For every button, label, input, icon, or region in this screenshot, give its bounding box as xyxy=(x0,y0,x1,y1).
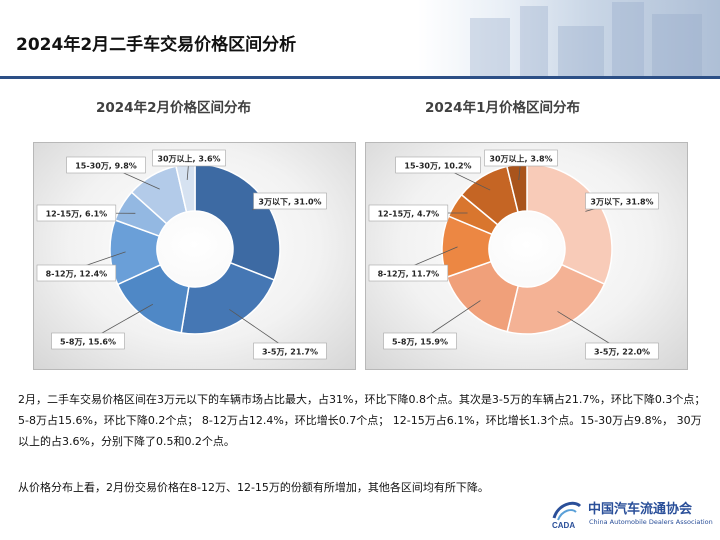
logo-name-cn: 中国汽车流通协会 xyxy=(588,502,693,517)
data-label-box-feb-5 xyxy=(66,156,146,174)
data-label-box-jan-5 xyxy=(395,156,481,174)
data-label-box-jan-2 xyxy=(383,332,457,350)
right-donut-chart: 3万以下, 31.8% 3-5万, 22.0% 5-8万, 15.9% 8-12万, … xyxy=(365,142,688,370)
donut-segment-jan-1 xyxy=(506,263,606,335)
data-label-feb-1: 3-5万, 21.7% xyxy=(262,348,318,357)
header-banner xyxy=(0,0,720,78)
header: 2024年2月二手车交易价格区间分析 xyxy=(0,0,720,79)
data-label-jan-6: 30万以上, 3.8% xyxy=(489,154,552,164)
data-label-box-jan-0 xyxy=(585,192,659,210)
data-label-jan-1: 3-5万, 22.0% xyxy=(594,348,650,357)
donut-segment-jan-0 xyxy=(526,163,613,286)
data-label-feb-5: 15-30万, 9.8% xyxy=(75,162,137,171)
cada-logo: CADA 中国汽车流通协会 China Automobile Dealers A… xyxy=(548,492,716,536)
data-label-box-jan-4 xyxy=(368,204,449,222)
data-label-box-jan-3 xyxy=(368,264,449,282)
data-label-jan-3: 8-12万, 11.7% xyxy=(378,270,440,279)
data-label-jan-4: 12-15万, 4.7% xyxy=(378,210,440,219)
data-label-box-feb-1 xyxy=(253,342,327,360)
data-label-box-jan-6 xyxy=(484,149,558,167)
left-chart-title: 2024年2月价格区间分布 xyxy=(96,100,251,116)
data-label-jan-0: 3万以下, 31.8% xyxy=(590,198,653,207)
cada-logo-icon: CADA xyxy=(552,501,582,530)
data-label-box-feb-2 xyxy=(51,332,125,350)
data-label-feb-3: 8-12万, 12.4% xyxy=(46,270,108,279)
left-donut-svg: 3万以下, 31.0% 3-5万, 21.7% 5-8万, 15.6% 8-12万, … xyxy=(36,149,327,360)
page-title: 2024年2月二手车交易价格区间分析 xyxy=(16,35,297,55)
header-rule xyxy=(0,76,720,79)
donut-segment-feb-0 xyxy=(194,163,281,281)
data-label-box-feb-3 xyxy=(36,264,117,282)
logo-mark-text: CADA xyxy=(552,521,575,530)
data-label-box-feb-4 xyxy=(36,204,117,222)
data-label-feb-6: 30万以上, 3.6% xyxy=(157,154,220,164)
data-label-feb-2: 5-8万, 15.6% xyxy=(60,338,116,347)
data-label-feb-4: 12-15万, 6.1% xyxy=(46,210,108,219)
data-label-box-jan-1 xyxy=(585,342,659,360)
donut-segment-feb-1 xyxy=(180,261,276,335)
analysis-paragraph-2: 从价格分布上看，2月份交易价格在8-12万、12-15万的份额有所增加，其他各区… xyxy=(18,481,489,494)
data-label-box-feb-0 xyxy=(253,192,327,210)
analysis-paragraph-1: 2月，二手车交易价格区间在3万元以下的车辆市场占比最大，占31%，环比下降0.8… xyxy=(18,393,706,448)
data-label-feb-0: 3万以下, 31.0% xyxy=(258,198,321,207)
right-chart-title: 2024年1月价格区间分布 xyxy=(425,100,580,116)
right-donut-svg: 3万以下, 31.8% 3-5万, 22.0% 5-8万, 15.9% 8-12万, … xyxy=(368,149,659,360)
logo-name-en: China Automobile Dealers Association xyxy=(589,518,713,526)
data-label-jan-2: 5-8万, 15.9% xyxy=(392,338,448,347)
data-label-jan-5: 15-30万, 10.2% xyxy=(404,162,471,171)
left-donut-chart: 3万以下, 31.0% 3-5万, 21.7% 5-8万, 15.6% 8-12万, … xyxy=(33,142,356,370)
data-label-box-feb-6 xyxy=(152,149,226,167)
